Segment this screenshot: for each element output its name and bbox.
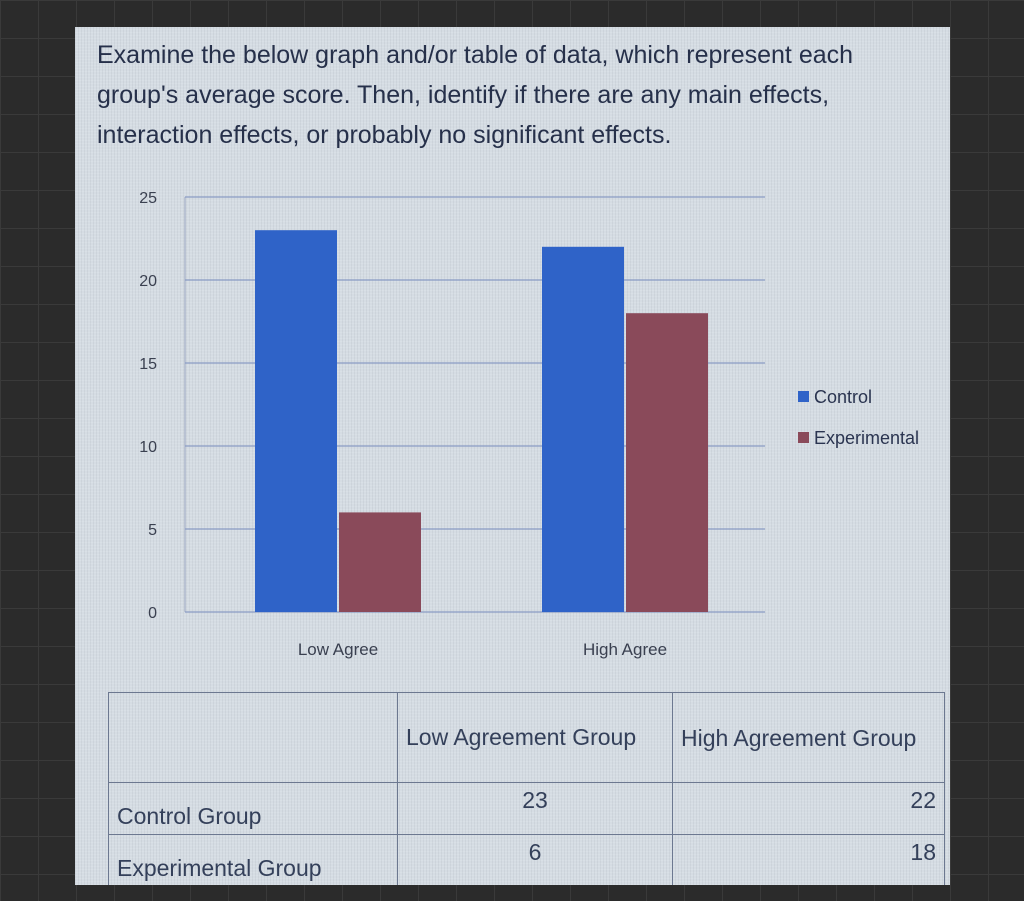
bar-experimental-high-agree <box>626 313 708 612</box>
y-tick-label: 25 <box>139 190 157 207</box>
table-cell: 23 <box>397 782 673 835</box>
bars <box>255 230 708 613</box>
y-tick-label: 5 <box>148 522 157 539</box>
legend: Control Experimental <box>798 387 919 448</box>
y-axis: 0 5 10 15 20 25 <box>139 190 157 622</box>
x-axis: Low Agree High Agree <box>298 640 667 659</box>
bar-control-high-agree <box>542 246 624 613</box>
row-label: Control Group <box>108 782 398 835</box>
bar-control-low-agree <box>255 230 337 612</box>
y-tick-label: 15 <box>139 356 157 373</box>
bar-experimental-low-agree <box>339 512 421 612</box>
table-row: Control Group 23 22 <box>108 782 945 835</box>
x-category-label: High Agree <box>583 640 667 659</box>
table-cell: 22 <box>672 782 945 835</box>
table-cell: 18 <box>672 834 945 885</box>
table-header-cell <box>108 692 398 783</box>
y-tick-label: 10 <box>139 439 157 456</box>
x-category-label: Low Agree <box>298 640 378 659</box>
y-tick-label: 0 <box>148 605 157 622</box>
legend-swatch <box>798 432 809 443</box>
data-table: Low Agreement Group High Agreement Group… <box>108 692 945 885</box>
legend-label: Control <box>814 387 872 407</box>
y-tick-label: 20 <box>139 273 157 290</box>
legend-label: Experimental <box>814 428 919 448</box>
bar-chart: 0 5 10 15 20 25 Low Agree High Agree Control Ex… <box>139 190 919 659</box>
table-header-cell: High Agreement Group <box>672 692 945 783</box>
row-label: Experimental Group <box>108 834 398 885</box>
table-header-cell: Low Agreement Group <box>397 692 673 783</box>
question-text: Examine the below graph and/or table of … <box>97 41 854 149</box>
table-header-row: Low Agreement Group High Agreement Group <box>108 692 945 783</box>
legend-swatch <box>798 391 809 402</box>
table-cell: 6 <box>397 834 673 885</box>
question-photo: Examine the below graph and/or table of … <box>75 27 950 885</box>
table-row: Experimental Group 6 18 <box>108 834 945 885</box>
